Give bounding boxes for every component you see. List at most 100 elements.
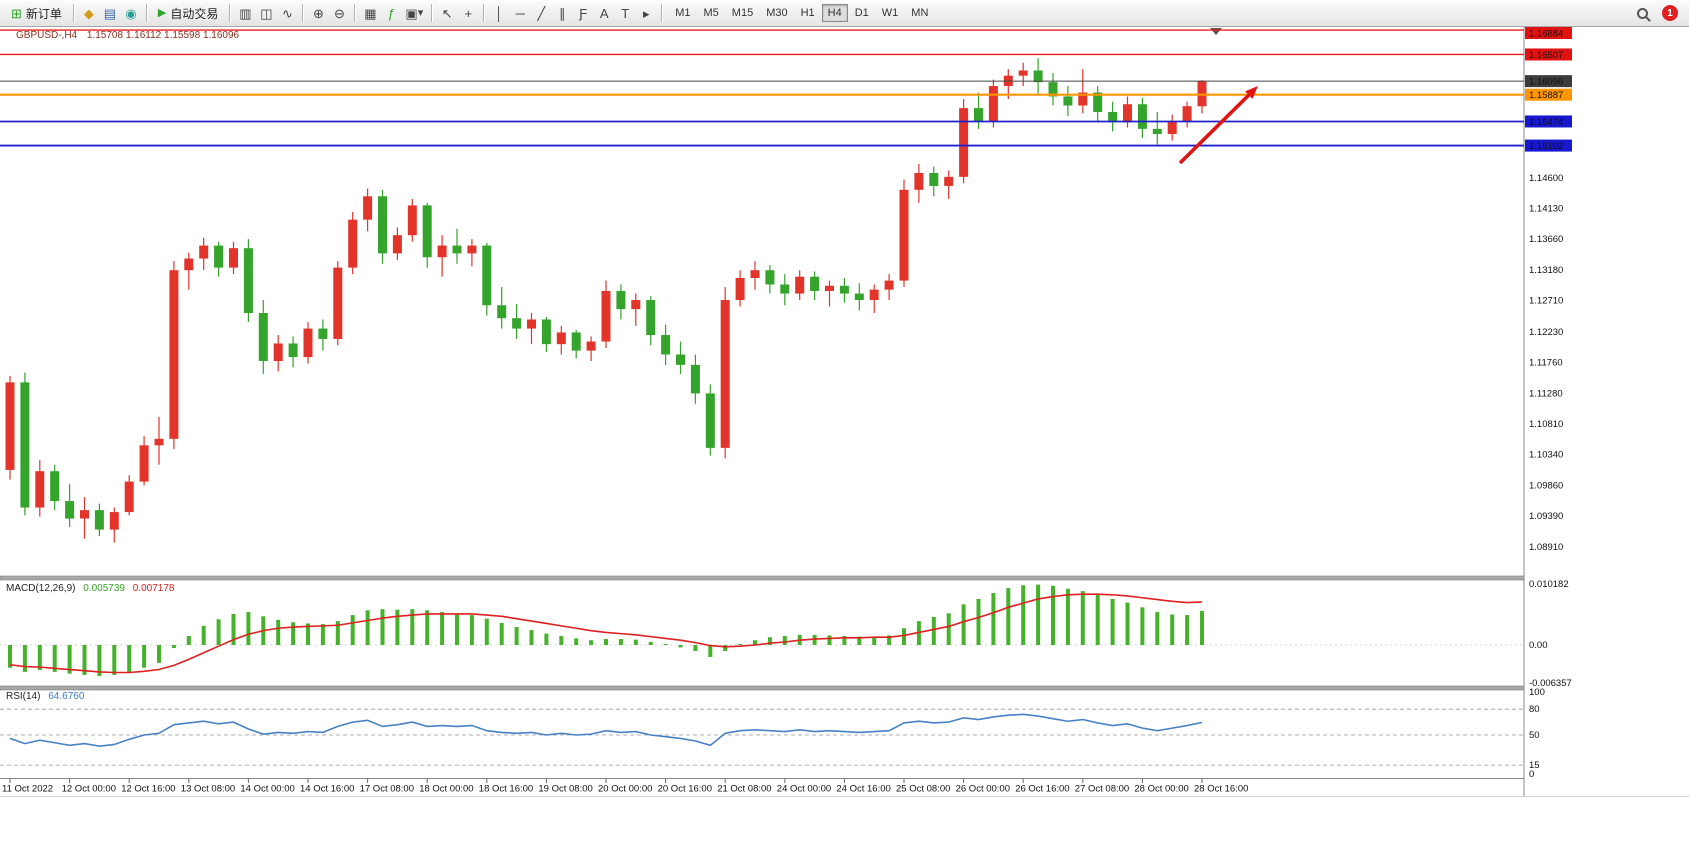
new-order-button[interactable]: ⊞ 新订单 <box>5 2 68 25</box>
toolbar-separator <box>145 4 147 22</box>
svg-text:1.10340: 1.10340 <box>1529 449 1563 460</box>
indicators-button[interactable]: ƒ <box>381 4 401 23</box>
svg-text:1.13180: 1.13180 <box>1529 265 1563 276</box>
svg-text:1.12710: 1.12710 <box>1529 296 1563 307</box>
label-tool-button[interactable]: T <box>615 4 635 23</box>
macd-signal-value: 0.007178 <box>132 583 175 594</box>
navigator-button[interactable]: ▤ <box>100 4 120 23</box>
ohlc-values: 1.15708 1.16112 1.15598 1.16096 <box>86 30 240 41</box>
timeframe-button-m1[interactable]: M1 <box>669 4 696 22</box>
svg-text:24 Oct 00:00: 24 Oct 00:00 <box>777 784 831 795</box>
bar-chart-icon: ▥ <box>239 5 252 21</box>
trend-arrow-annotation[interactable] <box>1178 86 1258 165</box>
price-scale[interactable]: 1.14600 1.14130 1.13660 1.13180 1.12710 1.122… <box>1529 173 1563 553</box>
candle-chart-button[interactable]: ◫ <box>256 4 276 23</box>
templates-icon: ▣ <box>405 5 418 21</box>
cursor-tool-button[interactable]: ↖ <box>437 4 457 23</box>
autotrading-label: 自动交易 <box>170 6 219 21</box>
text-tool-button[interactable]: A <box>594 4 614 23</box>
market-watch-button[interactable]: ◆ <box>79 4 99 23</box>
toolbar-separator <box>354 4 356 22</box>
channel-icon: ∥ <box>558 5 566 21</box>
svg-text:100: 100 <box>1529 687 1545 698</box>
svg-text:13 Oct 08:00: 13 Oct 08:00 <box>181 784 235 795</box>
candlesticks <box>5 58 1207 543</box>
timeframe-button-h4[interactable]: H4 <box>821 4 848 22</box>
svg-text:1.16096: 1.16096 <box>1529 77 1563 88</box>
crosshair-icon: + <box>464 5 473 21</box>
line-chart-button[interactable]: ∿ <box>277 4 297 23</box>
zoom-out-button[interactable]: ⊖ <box>329 4 349 23</box>
svg-text:18 Oct 00:00: 18 Oct 00:00 <box>419 784 473 795</box>
timeframe-button-m15[interactable]: M15 <box>726 4 759 22</box>
timeframe-button-mn[interactable]: MN <box>905 4 934 22</box>
autotrading-button[interactable]: ▶ 自动交易 <box>152 2 224 25</box>
timeframe-button-m30[interactable]: M30 <box>760 4 793 22</box>
terminal-button[interactable]: ◉ <box>121 4 141 23</box>
panel-chrome <box>0 27 1689 797</box>
zoom-in-button[interactable]: ⊕ <box>308 4 328 23</box>
svg-text:0.010182: 0.010182 <box>1529 579 1569 590</box>
svg-text:11 Oct 2022: 11 Oct 2022 <box>2 784 53 795</box>
fibonacci-tool-button[interactable]: Ƒ <box>573 4 593 23</box>
crosshair-tool-button[interactable]: + <box>458 4 478 23</box>
timeframe-button-m5[interactable]: M5 <box>698 4 725 22</box>
svg-text:24 Oct 16:00: 24 Oct 16:00 <box>836 784 890 795</box>
vertical-line-tool-button[interactable]: │ <box>489 4 509 23</box>
svg-text:17 Oct 08:00: 17 Oct 08:00 <box>360 784 414 795</box>
svg-text:0: 0 <box>1529 769 1534 780</box>
timeframe-button-d1[interactable]: D1 <box>849 4 875 22</box>
new-order-label: 新订单 <box>25 6 62 21</box>
svg-text:28 Oct 00:00: 28 Oct 00:00 <box>1134 784 1188 795</box>
horizontal-level-lines[interactable]: 1.16884 1.16507 1.16096 1.15887 1.15474 1.151… <box>0 27 1572 152</box>
svg-text:1.10810: 1.10810 <box>1529 419 1563 430</box>
timeframe-button-w1[interactable]: W1 <box>876 4 905 22</box>
svg-text:20 Oct 16:00: 20 Oct 16:00 <box>658 784 712 795</box>
indicators-icon: ƒ <box>387 5 396 21</box>
symbol-period-label: GBPUSD-,H4 <box>16 30 78 41</box>
symbol-search-button[interactable] <box>1632 5 1652 22</box>
fibonacci-icon: Ƒ <box>579 5 588 21</box>
rsi-value: 64.6760 <box>48 691 85 702</box>
toolbar-separator <box>483 4 485 22</box>
bar-chart-button[interactable]: ▥ <box>235 4 255 23</box>
templates-button[interactable]: ▣ ▾ <box>402 4 426 23</box>
svg-text:26 Oct 00:00: 26 Oct 00:00 <box>956 784 1010 795</box>
autotrading-play-icon: ▶ <box>157 6 167 19</box>
search-icon <box>1636 7 1648 19</box>
chevron-down-icon: ▾ <box>417 6 424 19</box>
svg-text:1.09390: 1.09390 <box>1529 511 1563 522</box>
toolbar: ⊞ 新订单 ◆ ▤ ◉ ▶ 自动交易 ▥ ◫ ∿ ⊕ ⊖ ▦ ƒ ▣ ▾ ↖ + … <box>0 0 1689 27</box>
svg-text:19 Oct 08:00: 19 Oct 08:00 <box>538 784 592 795</box>
arrows-tool-button[interactable]: ▸ <box>636 4 656 23</box>
channel-tool-button[interactable]: ∥ <box>552 4 572 23</box>
svg-text:14 Oct 16:00: 14 Oct 16:00 <box>300 784 354 795</box>
candle-chart-icon: ◫ <box>260 5 273 21</box>
horizontal-line-icon: ─ <box>515 5 525 21</box>
time-axis[interactable]: 11 Oct 2022 12 Oct 00:00 12 Oct 16:00 13 Oc… <box>2 779 1248 795</box>
timeframe-group: M1 M5 M15 M30 H1 H4 D1 W1 MN <box>669 4 934 22</box>
svg-text:1.14600: 1.14600 <box>1529 173 1563 184</box>
svg-text:12 Oct 16:00: 12 Oct 16:00 <box>121 784 175 795</box>
svg-text:1.15474: 1.15474 <box>1529 117 1563 128</box>
svg-text:27 Oct 08:00: 27 Oct 08:00 <box>1075 784 1129 795</box>
notification-badge[interactable]: 1 <box>1662 5 1678 21</box>
new-order-icon: ⊞ <box>11 5 22 21</box>
svg-text:15: 15 <box>1529 760 1540 771</box>
svg-text:1.13660: 1.13660 <box>1529 234 1563 245</box>
svg-text:1.09860: 1.09860 <box>1529 480 1563 491</box>
svg-text:18 Oct 16:00: 18 Oct 16:00 <box>479 784 533 795</box>
timeframe-button-h1[interactable]: H1 <box>795 4 821 22</box>
trendline-icon: ╱ <box>537 5 546 21</box>
trendline-tool-button[interactable]: ╱ <box>531 4 551 23</box>
rsi-indicator: 100 80 50 150 <box>0 687 1545 780</box>
macd-header: MACD(12,26,9) 0.005739 0.007178 <box>6 583 174 594</box>
horizontal-line-tool-button[interactable]: ─ <box>510 4 530 23</box>
toolbar-separator <box>72 4 74 22</box>
tile-windows-button[interactable]: ▦ <box>360 4 380 23</box>
chart-canvas[interactable]: 0.010182 0.00 -0.006357 100 80 50 150 1.16884… <box>0 27 1689 857</box>
chart-area: 0.010182 0.00 -0.006357 100 80 50 15 0 1.16884… <box>0 27 1689 857</box>
rsi-header: RSI(14) 64.6760 <box>6 691 84 702</box>
zoom-in-icon: ⊕ <box>312 5 324 21</box>
